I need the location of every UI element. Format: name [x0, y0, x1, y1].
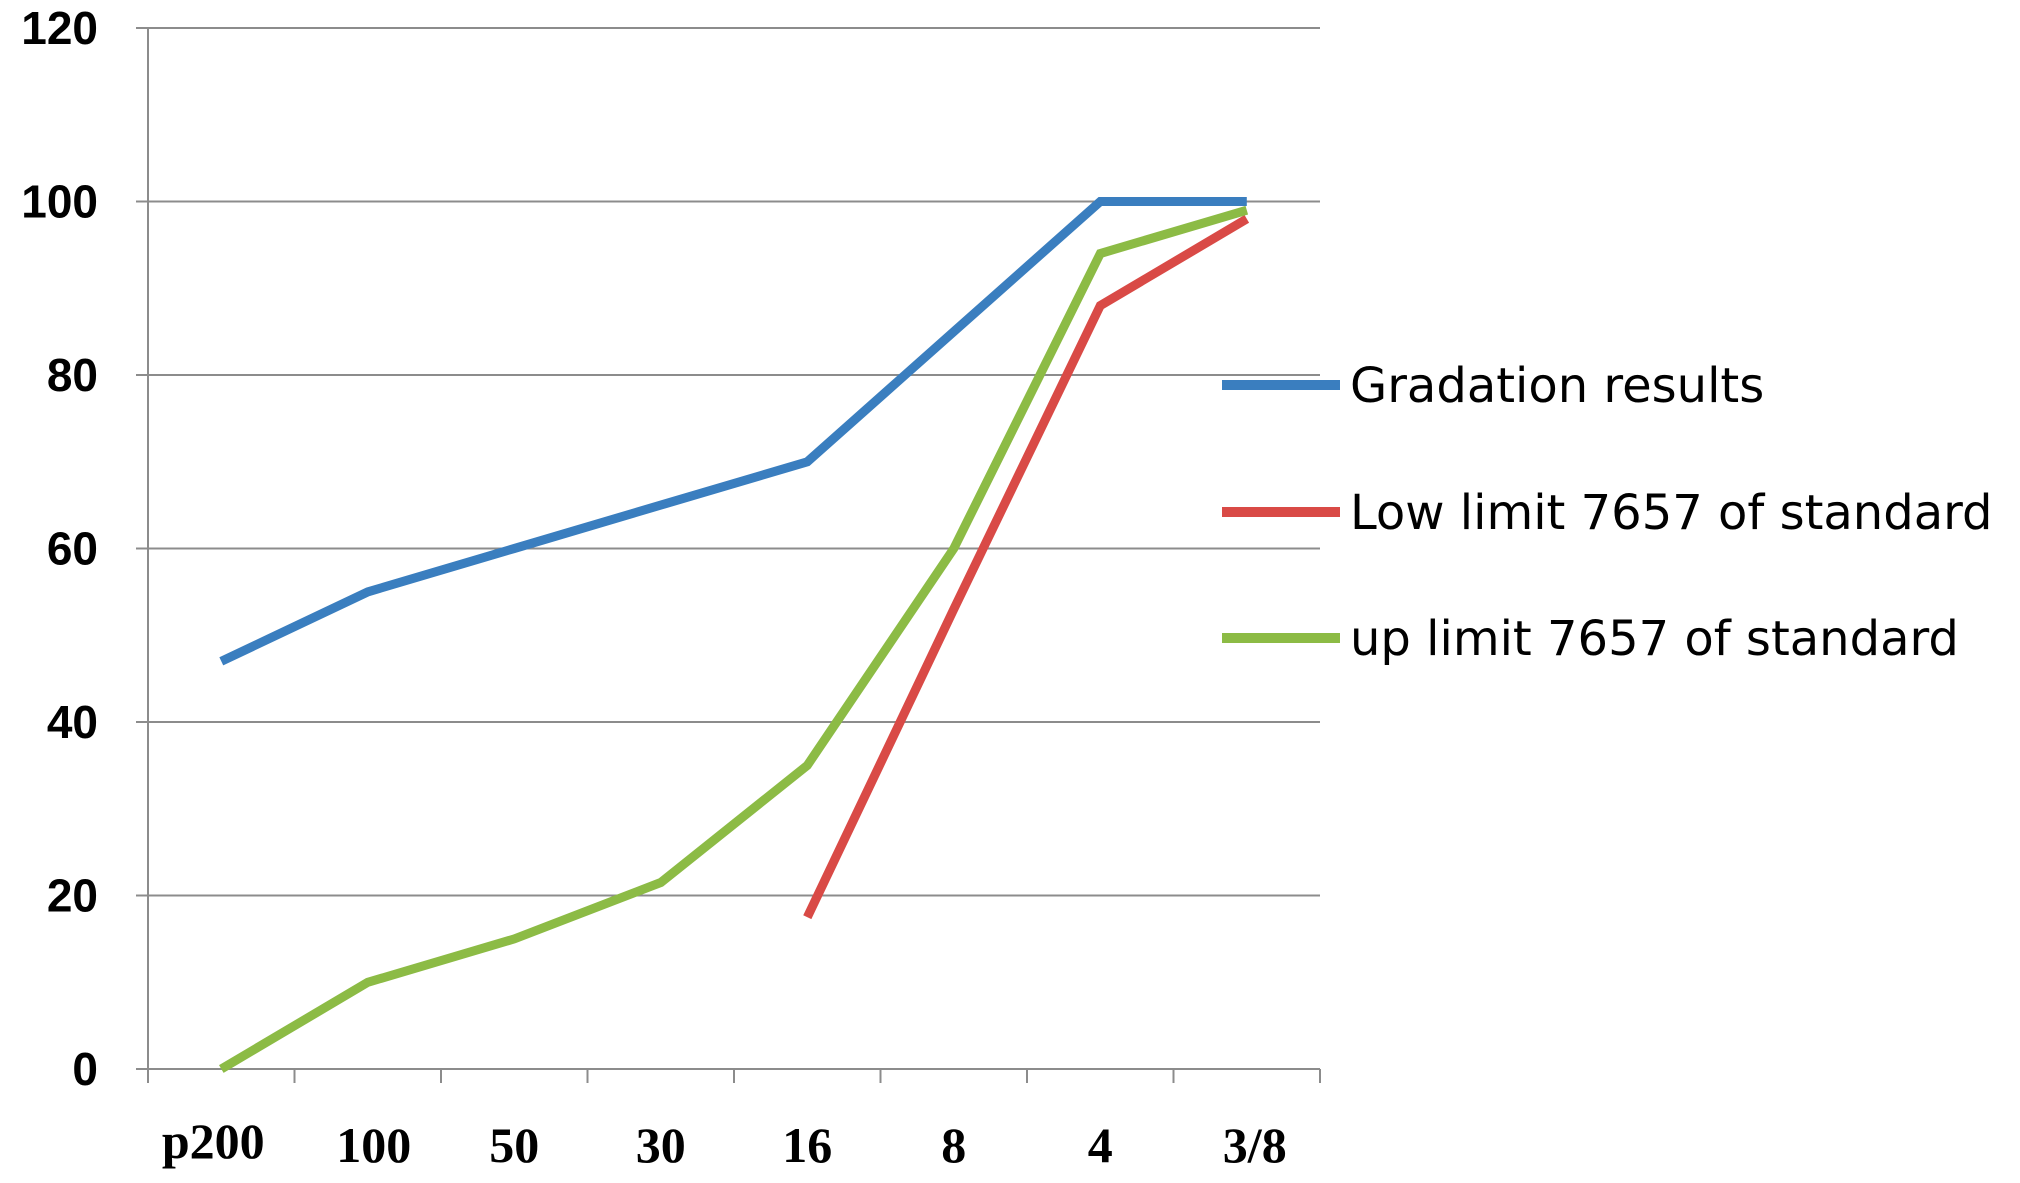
series-line-3 — [219, 205, 1249, 1073]
x-tick-label: 3/8 — [1223, 1117, 1287, 1173]
x-tick-label: p200 — [162, 1113, 265, 1169]
y-tick-label: 80 — [47, 349, 98, 401]
series-lines — [219, 197, 1250, 1073]
x-tick-label: 8 — [941, 1117, 966, 1173]
y-tick-label: 20 — [47, 870, 98, 922]
legend: Gradation results Low limit 7657 of stand… — [1222, 358, 1992, 667]
x-tick-label: 30 — [636, 1117, 686, 1173]
legend-label-1: Gradation results — [1350, 358, 1764, 414]
x-tick-label: 100 — [336, 1117, 411, 1173]
legend-label-3: up limit 7657 of standard — [1350, 611, 1959, 667]
gridlines — [148, 27, 1320, 897]
y-tick-label: 100 — [21, 176, 98, 228]
series-line-2 — [803, 215, 1250, 920]
axes: 0 20 40 60 80 100 120 p200 100 50 30 16 8 4 3/8 — [21, 2, 1321, 1173]
y-tick-label: 120 — [21, 2, 98, 54]
x-tick-label: 4 — [1088, 1117, 1113, 1173]
y-tick-label: 60 — [47, 523, 98, 575]
legend-label-2: Low limit 7657 of standard — [1350, 485, 1992, 541]
y-tick-label: 0 — [72, 1043, 98, 1095]
series-line-1 — [219, 197, 1247, 666]
x-tick-label: 50 — [489, 1117, 539, 1173]
x-tick-label: 16 — [782, 1117, 832, 1173]
y-tick-label: 40 — [47, 696, 98, 748]
